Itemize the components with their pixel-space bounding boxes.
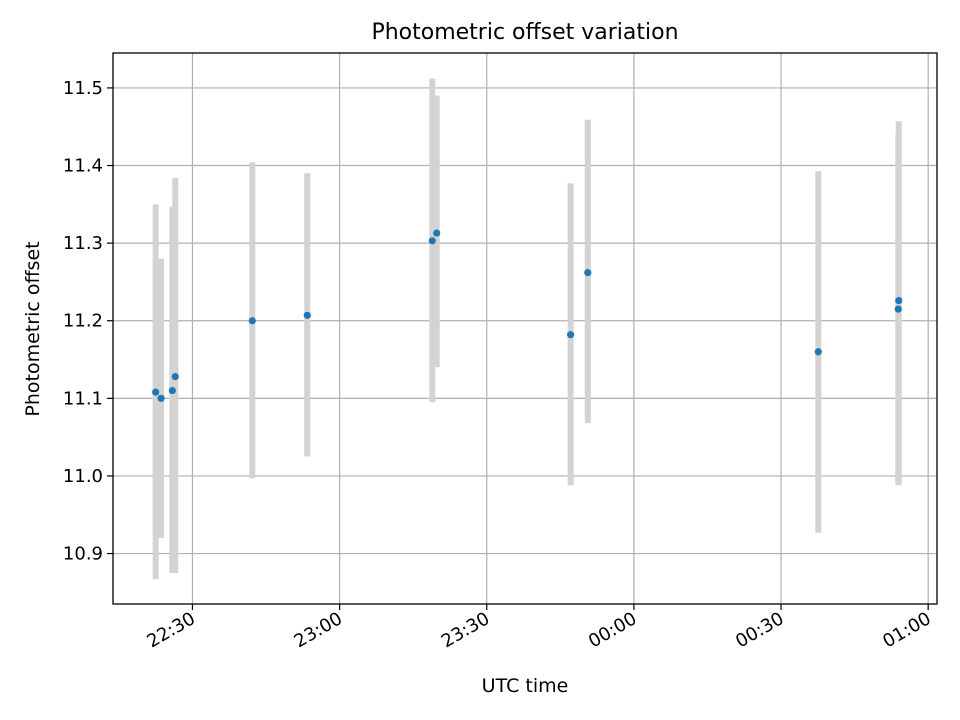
y-axis-title: Photometric offset — [22, 241, 44, 416]
data-point — [433, 229, 441, 237]
y-tick-label: 11.0 — [63, 466, 103, 487]
data-point — [248, 317, 256, 325]
data-point — [157, 394, 165, 402]
y-tick-label: 10.9 — [63, 544, 103, 565]
data-point — [567, 331, 575, 339]
y-tick-label: 11.4 — [63, 156, 103, 177]
chart-title: Photometric offset variation — [371, 20, 678, 45]
data-point — [152, 388, 160, 396]
data-point — [894, 305, 902, 313]
x-axis-title: UTC time — [482, 675, 569, 697]
data-points — [152, 229, 903, 402]
data-point — [428, 237, 436, 245]
data-point — [584, 269, 592, 277]
data-point — [895, 296, 903, 305]
data-point — [168, 386, 176, 395]
plot-frame — [112, 52, 938, 605]
y-tick-label: 11.2 — [63, 311, 103, 332]
y-tick-label: 11.5 — [63, 78, 103, 99]
data-point — [814, 348, 822, 356]
data-point — [171, 373, 179, 381]
y-tick-label: 11.1 — [63, 388, 103, 409]
y-axis: 10.9 11.0 11.1 11.2 11.3 11.4 11.5 — [63, 78, 113, 565]
data-point — [303, 311, 311, 319]
y-tick-label: 11.3 — [63, 233, 103, 254]
